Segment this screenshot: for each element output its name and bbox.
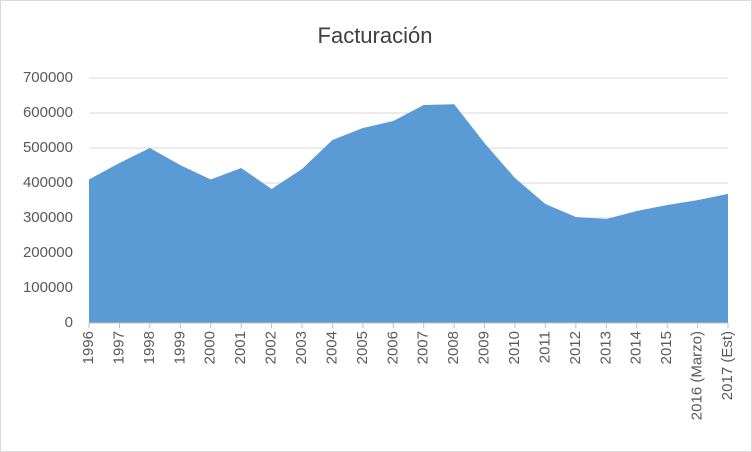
x-tick-label: 2015 — [658, 331, 675, 364]
x-tick-label: 2007 — [415, 331, 432, 364]
x-tick-label: 2009 — [476, 331, 493, 364]
y-tick-label: 400000 — [23, 174, 73, 191]
x-tick-label: 2008 — [445, 331, 462, 364]
x-tick-label: 2001 — [232, 331, 249, 364]
area — [89, 104, 728, 323]
y-tick-label: 700000 — [23, 69, 73, 86]
x-tick-label: 1996 — [80, 331, 97, 364]
x-tick-label: 2012 — [567, 331, 584, 364]
y-tick-label: 300000 — [23, 209, 73, 226]
y-tick-label: 0 — [65, 314, 73, 331]
x-tick-label: 1997 — [110, 331, 127, 364]
x-tick-label: 2003 — [293, 331, 310, 364]
x-tick-label: 2002 — [263, 331, 280, 364]
x-tick-label: 2010 — [506, 331, 523, 364]
chart-title: Facturación — [318, 23, 433, 48]
x-tick-label: 2005 — [354, 331, 371, 364]
x-tick-label: 2013 — [597, 331, 614, 364]
y-tick-label: 200000 — [23, 244, 73, 261]
x-tick-label: 1998 — [141, 331, 158, 364]
y-tick-label: 500000 — [23, 139, 73, 156]
y-tick-label: 600000 — [23, 104, 73, 121]
y-tick-label: 100000 — [23, 279, 73, 296]
x-tick-label: 2016 (Marzo) — [689, 331, 706, 420]
x-tick-label: 2014 — [628, 331, 645, 364]
x-tick-label: 2011 — [536, 331, 553, 363]
x-tick-label: 2004 — [323, 331, 340, 364]
x-tick-label: 1999 — [171, 331, 188, 364]
x-tick-label: 2000 — [202, 331, 219, 364]
x-tick-label: 2006 — [384, 331, 401, 364]
x-tick-label: 2017 (Est) — [719, 331, 736, 400]
